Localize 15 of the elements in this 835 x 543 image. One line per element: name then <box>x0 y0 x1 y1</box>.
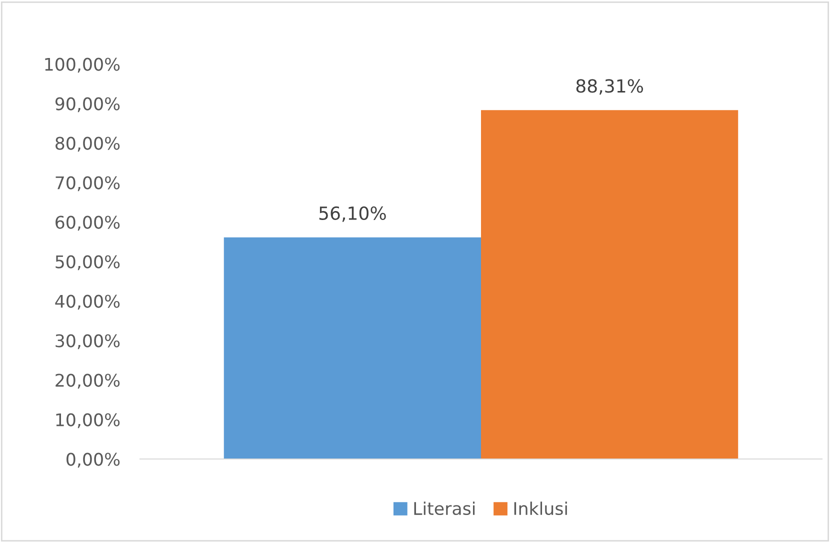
y-tick-label: 0,00% <box>66 452 120 468</box>
y-tick-label: 40,00% <box>55 294 120 310</box>
data-label: 88,31% <box>576 79 643 95</box>
legend-label: Literasi <box>414 502 475 516</box>
y-tick-label: 90,00% <box>55 97 120 112</box>
y-tick-label: 10,00% <box>56 413 120 428</box>
data-label: 56,10% <box>319 206 386 222</box>
y-tick-label: 20,00% <box>56 374 120 389</box>
y-tick-label: 50,00% <box>56 255 120 270</box>
y-tick-label: 80,00% <box>56 136 120 152</box>
y-tick-label: 30,00% <box>56 334 120 350</box>
y-tick-label: 60,00% <box>56 216 120 231</box>
y-tick-label: 70,00% <box>56 176 120 192</box>
y-tick-label: 100,00% <box>45 58 120 73</box>
legend-label: Inklusi <box>514 502 567 516</box>
